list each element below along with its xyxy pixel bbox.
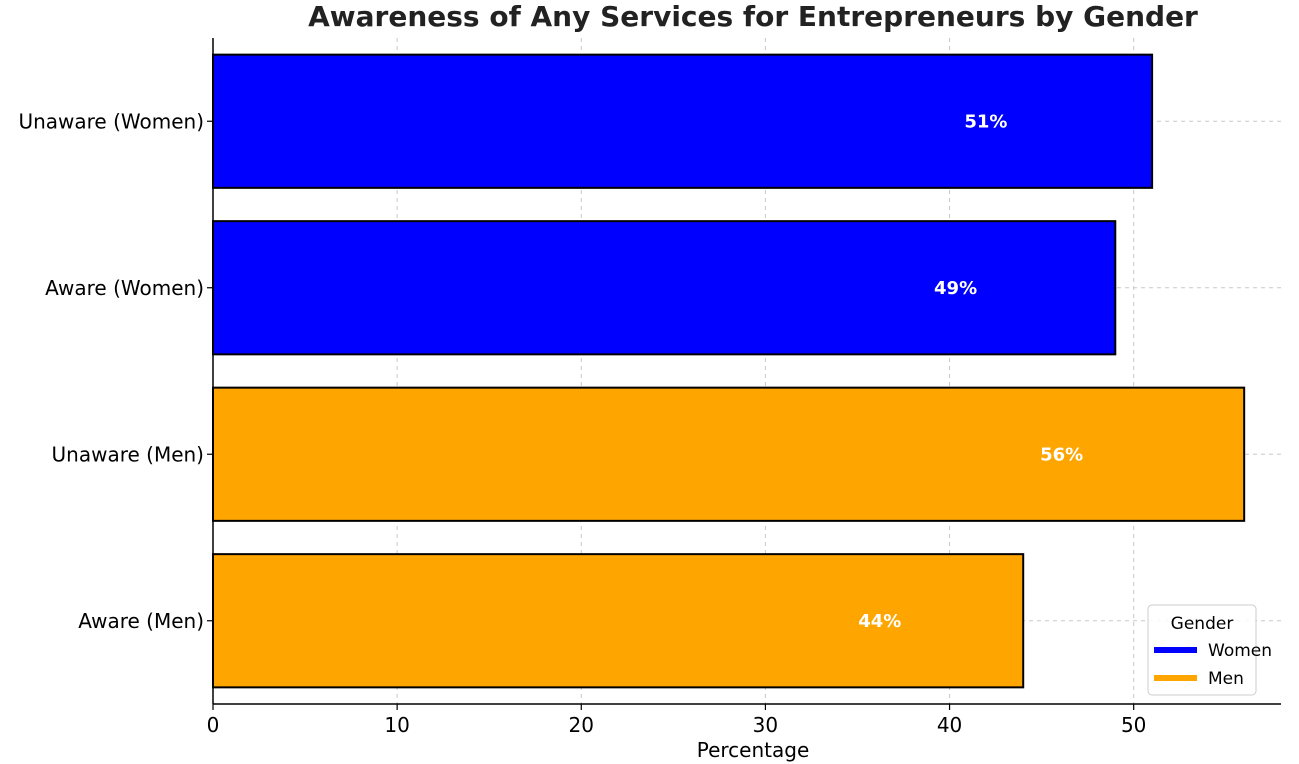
bar [212, 553, 1025, 689]
x-axis-label: Percentage [697, 738, 810, 762]
bar-value-label: 56% [1040, 444, 1083, 465]
bar-value-label: 44% [858, 611, 901, 632]
x-tick-label: 40 [937, 713, 962, 737]
bar [212, 53, 1154, 189]
bars: 51% 49% 56% 44% [212, 53, 1246, 689]
x-tick-label: 10 [384, 713, 409, 737]
axes: 0 10 20 30 40 50 Unaware (Women) Aware (Women) U… [18, 38, 1281, 737]
legend-box [1147, 604, 1257, 696]
legend: Gender Women Men [1147, 604, 1272, 696]
bar-value-label: 49% [934, 278, 977, 299]
y-tick-label: Unaware (Men) [52, 442, 204, 466]
x-tick-label: 50 [1121, 713, 1146, 737]
x-tick-label: 0 [207, 713, 220, 737]
x-tick-label: 20 [569, 713, 594, 737]
legend-entry-label: Men [1208, 669, 1244, 689]
y-tick-label: Aware (Women) [45, 276, 204, 300]
bar [212, 220, 1117, 356]
y-tick-label: Unaware (Women) [18, 109, 204, 133]
x-tick-label: 30 [753, 713, 778, 737]
legend-title: Gender [1171, 614, 1234, 634]
bar-value-label: 51% [964, 111, 1007, 132]
bar [212, 386, 1246, 522]
chart-title: Awareness of Any Services for Entreprene… [308, 0, 1198, 33]
y-tick-label: Aware (Men) [78, 609, 204, 633]
legend-entry-label: Women [1208, 641, 1272, 661]
